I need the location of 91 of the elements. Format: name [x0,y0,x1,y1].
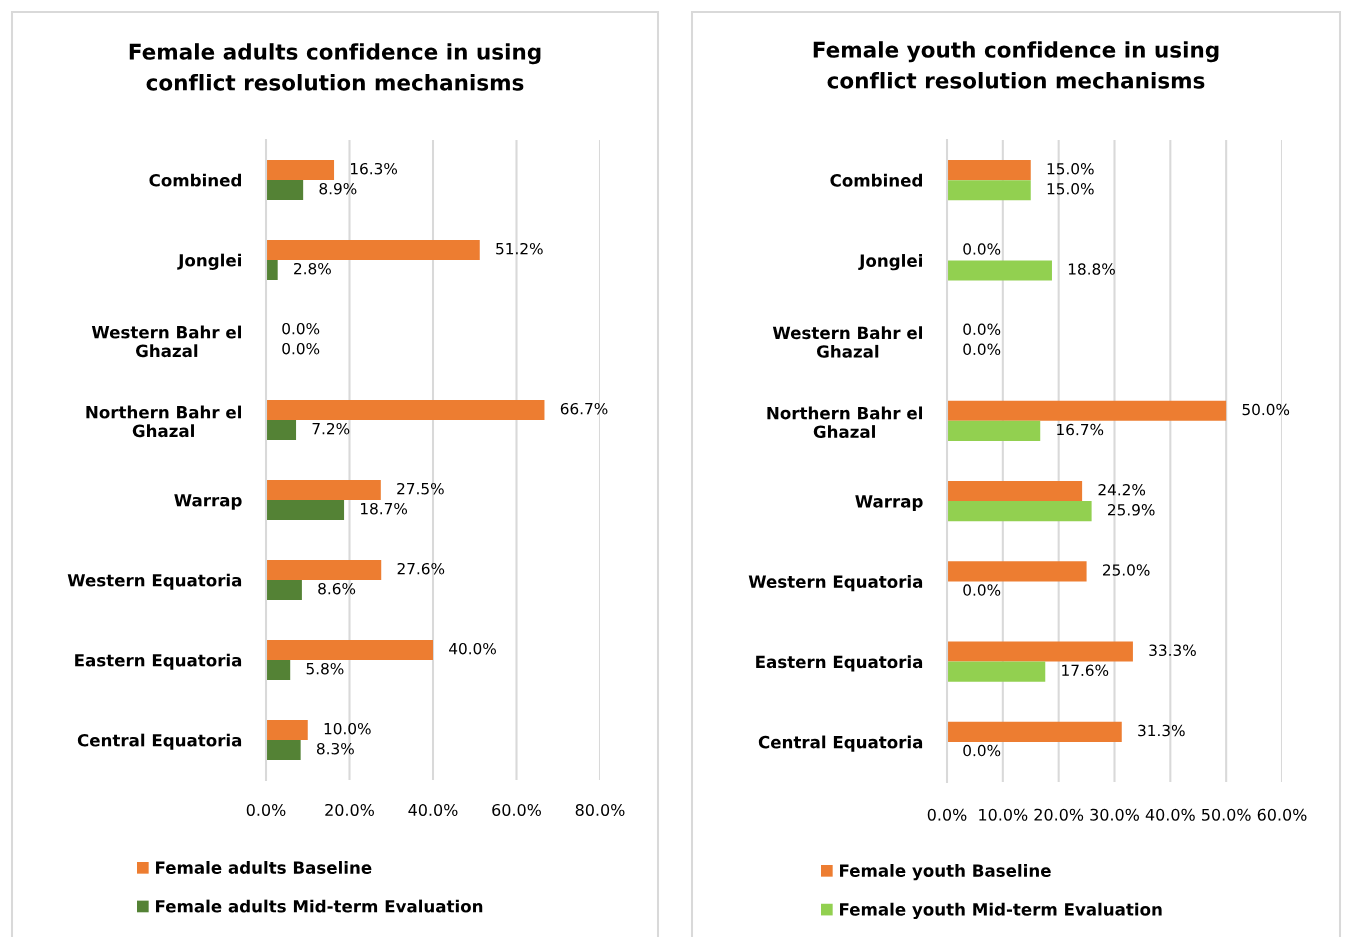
bar [266,400,545,420]
data-label: 66.7% [560,402,608,415]
x-tick-label: 20.0% [1034,808,1084,821]
data-label: 7.2% [312,422,350,435]
data-label: 16.7% [1057,423,1104,436]
data-label: 0.0% [282,342,320,355]
data-label: 8.6% [318,582,356,595]
bar [947,260,1052,281]
legend-label: Female adults Baseline [156,861,372,874]
bar [947,721,1122,742]
data-label: 17.6% [1062,664,1109,677]
bar [266,640,433,660]
data-label: 15.0% [1047,162,1094,175]
legend-label: Female youth Mid-term Evaluation [840,902,1162,920]
bar [947,420,1041,441]
data-label: 15.0% [1047,183,1094,195]
bar [266,720,308,740]
data-label: 31.3% [1138,724,1185,737]
data-label: 18.8% [1068,263,1115,275]
data-label: 51.2% [496,242,543,255]
bar [266,740,301,760]
data-label: 25.0% [1102,564,1150,576]
x-tick-label: 40.0% [1145,808,1195,821]
y-tick-label: Western Bahr el Ghazal [91,325,241,358]
data-label: 5.8% [306,662,344,675]
y-tick-label: Combined [830,173,922,187]
bar [947,180,1031,201]
chart-title: Female youth confidence in using conflict resolution mechanisms [813,41,1219,89]
x-tick-label: 60.0% [492,803,541,816]
bar [266,500,345,520]
data-label: 10.0% [324,722,371,735]
data-label: 25.9% [1108,504,1155,516]
y-tick-label: Jonglei [177,253,241,270]
x-tick-label: 60.0% [1257,808,1307,821]
bar [266,160,335,180]
data-label: 0.0% [282,322,320,335]
x-tick-label: 80.0% [575,803,625,816]
bar [947,561,1087,582]
bar [947,481,1083,502]
y-tick-label: Warrap [174,494,242,510]
bar [266,660,291,680]
y-tick-label: Central Equatoria [77,733,242,750]
data-label: 0.0% [963,343,1001,356]
bar [947,501,1092,522]
bar [266,420,297,440]
y-tick-label: Eastern Equatoria [756,655,923,672]
data-label: 2.8% [294,262,331,275]
bar [266,180,304,200]
data-label: 0.0% [963,584,1001,596]
bar [947,641,1133,662]
data-label: 27.5% [397,482,444,495]
legend-label: Female adults Mid-term Evaluation [156,899,483,913]
data-label: 33.3% [1149,644,1196,657]
data-label: 8.9% [319,182,357,195]
data-label: 24.2% [1098,483,1146,496]
legend-label: Female youth Baseline [840,864,1051,881]
bar [266,580,302,600]
data-label: 27.6% [397,562,445,575]
bar [266,560,382,580]
y-tick-label: Northern Bahr el Ghazal [86,405,241,438]
x-tick-label: 10.0% [979,808,1028,821]
bar [266,260,278,280]
data-label: 50.0% [1242,403,1290,416]
y-tick-label: Eastern Equatoria [75,653,242,670]
data-label: 18.7% [361,502,408,515]
chart-title: Female adults confidence in using conflict resolution mechanisms [129,43,541,91]
y-tick-label: Central Equatoria [758,735,923,752]
bar [947,400,1227,421]
y-tick-label: Western Equatoria [748,575,923,592]
data-label: 0.0% [963,243,1001,255]
data-label: 40.0% [449,642,496,655]
data-label: 0.0% [963,323,1001,336]
x-tick-label: 0.0% [246,803,286,816]
bar [947,661,1046,682]
data-label: 16.3% [351,162,398,175]
x-tick-label: 50.0% [1202,808,1251,821]
x-tick-label: 20.0% [325,803,374,816]
x-tick-label: 0.0% [927,808,967,821]
bar [266,480,381,500]
y-tick-label: Northern Bahr el Ghazal [767,406,922,439]
bar [947,160,1031,181]
bar [266,240,480,260]
y-tick-label: Jonglei [858,254,922,271]
x-tick-label: 40.0% [408,803,458,816]
y-tick-label: Combined [149,173,241,187]
x-tick-label: 30.0% [1090,808,1139,821]
y-tick-label: Warrap [855,495,923,511]
y-tick-label: Western Equatoria [67,573,242,590]
y-tick-label: Western Bahr el Ghazal [772,326,922,358]
data-label: 0.0% [963,744,1001,757]
data-label: 8.3% [316,742,354,755]
